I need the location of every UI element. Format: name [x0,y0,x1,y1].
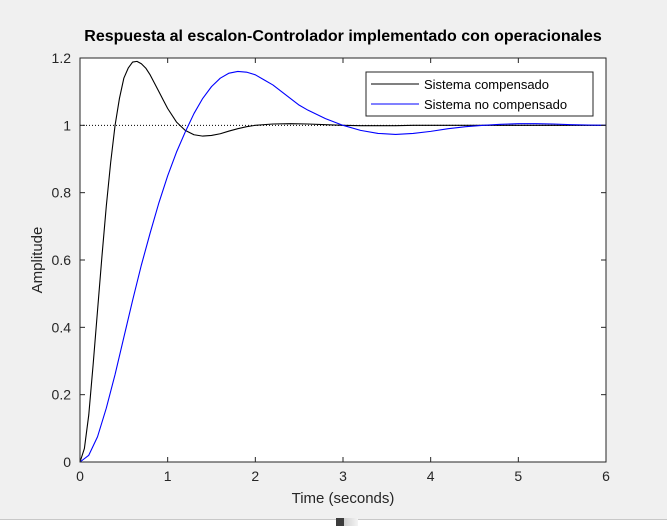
y-tick-label: 1 [63,117,71,133]
x-tick-label: 0 [76,468,84,484]
x-tick-label: 2 [251,468,259,484]
plot-area [80,58,606,462]
x-tick-label: 6 [602,468,610,484]
x-tick-label: 4 [427,468,435,484]
legend-label-sistema-no-compensado: Sistema no compensado [424,97,567,112]
series-line-sistema-compensado [79,60,606,463]
series-layer [79,60,607,463]
y-axis-label: Amplitude [29,227,46,294]
plot-frame [79,57,607,463]
x-tick-label: 1 [164,468,172,484]
x-axis-label: Time (seconds) [292,490,395,507]
y-tick-label: 1.2 [52,50,72,66]
y-tick-label: 0.4 [52,319,72,335]
x-tick-label: 3 [339,468,347,484]
horizontal-scrollbar[interactable] [0,519,667,527]
y-tick-label: 0.6 [52,252,72,268]
scrollbar-thumb-shade [344,518,358,526]
scrollbar-thumb[interactable] [336,518,344,526]
legend: Sistema compensado Sistema no compensado [365,71,594,117]
legend-box [365,71,594,117]
y-tick-label: 0.2 [52,387,72,403]
y-tick-label: 0.8 [52,185,72,201]
y-tick-label: 0 [63,454,71,470]
legend-label-sistema-compensado: Sistema compensado [424,77,549,92]
x-tick-label: 5 [514,468,522,484]
chart-title: Respuesta al escalon-Controlador impleme… [84,28,602,45]
series-line-sistema-no-compensado [79,70,607,463]
